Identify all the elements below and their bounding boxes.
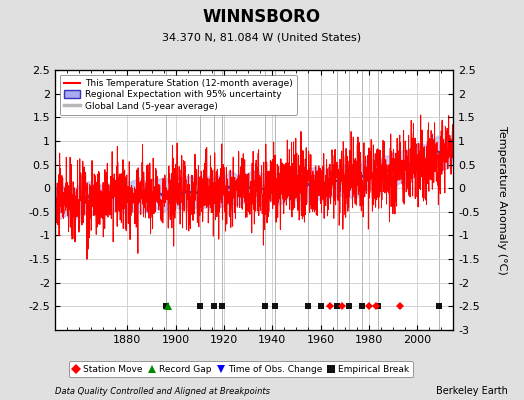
Text: WINNSBORO: WINNSBORO: [203, 8, 321, 26]
Text: Berkeley Earth: Berkeley Earth: [436, 386, 508, 396]
Text: Data Quality Controlled and Aligned at Breakpoints: Data Quality Controlled and Aligned at B…: [55, 387, 270, 396]
Legend: Station Move, Record Gap, Time of Obs. Change, Empirical Break: Station Move, Record Gap, Time of Obs. C…: [69, 361, 413, 378]
Legend: This Temperature Station (12-month average), Regional Expectation with 95% uncer: This Temperature Station (12-month avera…: [60, 74, 297, 115]
Text: 34.370 N, 81.084 W (United States): 34.370 N, 81.084 W (United States): [162, 32, 362, 42]
Y-axis label: Temperature Anomaly (°C): Temperature Anomaly (°C): [497, 126, 507, 274]
